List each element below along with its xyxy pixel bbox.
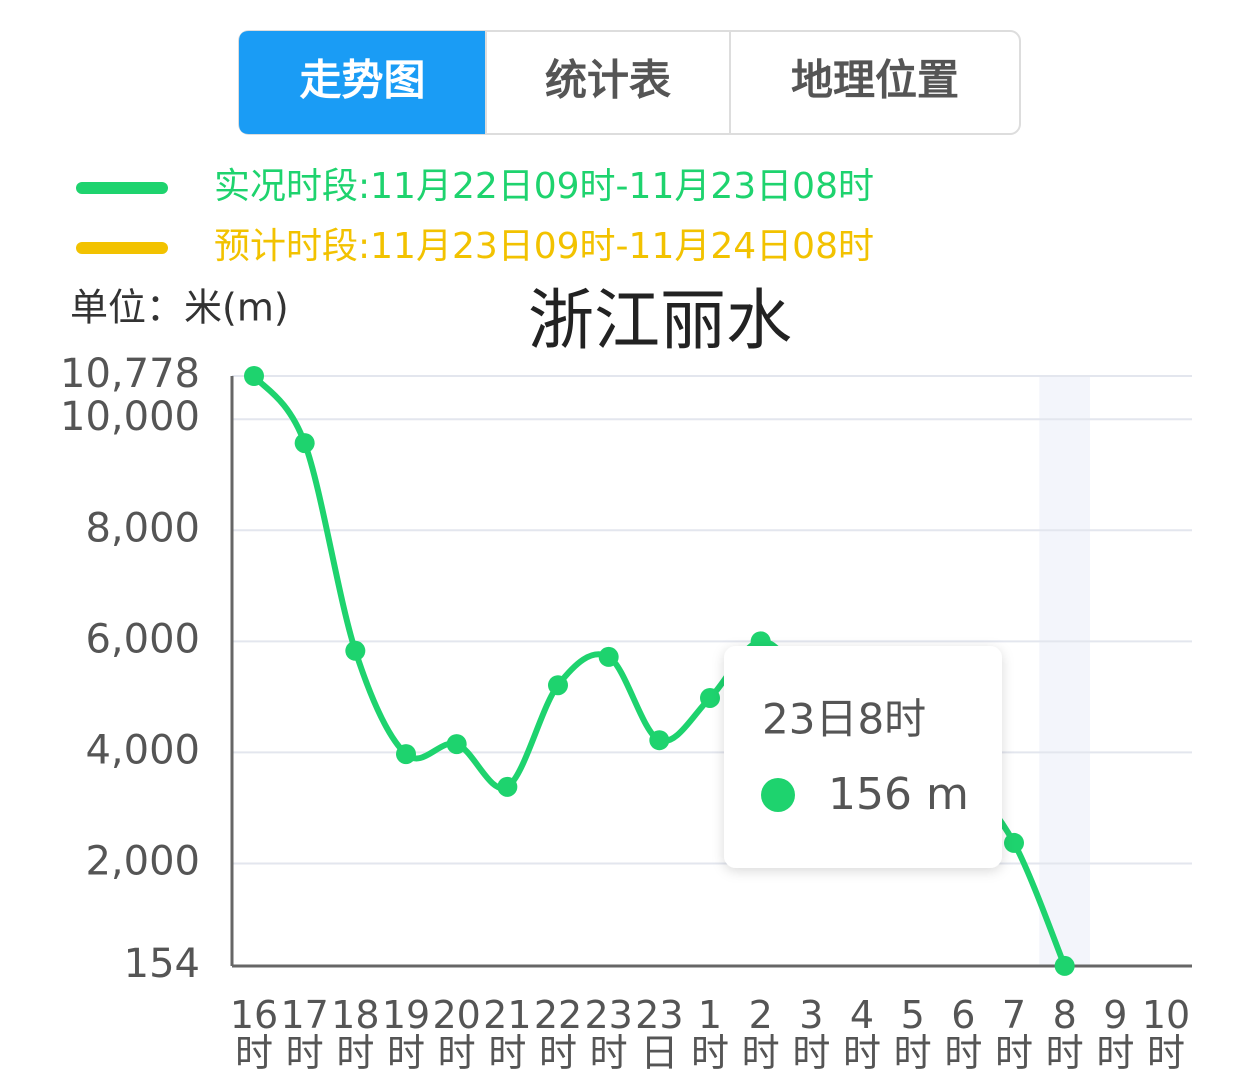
x-tick-label: 1时 <box>690 993 729 1075</box>
data-point <box>244 366 264 386</box>
data-point <box>396 744 416 765</box>
x-tick-label: 18时 <box>331 993 380 1075</box>
chart-title: 浙江丽水 <box>528 282 792 359</box>
y-tick-label: 2,000 <box>85 838 200 884</box>
y-tick-label: 10,778 <box>60 351 200 397</box>
x-tick-label: 8时 <box>1045 993 1084 1075</box>
x-tick-label: 23日 <box>635 993 684 1075</box>
y-tick-label: 154 <box>124 941 200 987</box>
data-point <box>598 646 619 667</box>
data-point <box>345 640 366 661</box>
x-tick-label: 19时 <box>381 993 431 1075</box>
legend-label: 预计时段:11月23日09时-11月24日08时 <box>214 226 874 267</box>
hover-band <box>1039 376 1090 966</box>
tooltip-title: 23日8时 <box>762 695 926 744</box>
x-tick-label: 10时 <box>1141 993 1191 1075</box>
y-tick-label: 8,000 <box>85 505 200 551</box>
tooltip-marker <box>761 778 795 812</box>
data-point <box>548 675 568 696</box>
tab-active-bg <box>239 31 486 134</box>
tab[interactable]: 统计表 <box>545 56 671 105</box>
x-tick-label: 22时 <box>533 993 583 1075</box>
x-tick-label: 6时 <box>944 993 983 1075</box>
data-point <box>1004 832 1024 853</box>
x-tick-label: 3时 <box>792 993 831 1075</box>
x-tick-label: 9时 <box>1096 993 1135 1075</box>
tab[interactable]: 走势图 <box>299 56 425 105</box>
x-tick-label: 16时 <box>229 993 279 1075</box>
x-tick-label: 7时 <box>994 993 1033 1075</box>
x-tick-label: 20时 <box>432 993 481 1075</box>
data-point <box>446 734 467 755</box>
tooltip-box <box>724 646 1002 868</box>
y-tick-label: 10,000 <box>60 394 200 440</box>
legend-label: 实况时段:11月22日09时-11月23日08时 <box>214 166 874 207</box>
tab[interactable]: 地理位置 <box>791 56 959 105</box>
x-tick-label: 5时 <box>893 993 932 1075</box>
x-tick-label: 23时 <box>584 993 633 1075</box>
data-point <box>1054 955 1075 976</box>
data-point <box>700 687 720 708</box>
data-point <box>294 433 315 454</box>
y-tick-label: 4,000 <box>85 727 200 773</box>
tooltip-value: 156 m <box>828 769 969 820</box>
tooltip: 23日8时 156 m <box>724 646 1002 868</box>
x-tick-label: 2时 <box>741 993 780 1075</box>
data-point <box>497 776 518 797</box>
x-tick-label: 17时 <box>280 993 329 1075</box>
data-point <box>649 730 670 751</box>
x-tick-label: 4时 <box>842 993 881 1075</box>
y-tick-label: 6,000 <box>85 616 200 662</box>
x-tick-label: 21时 <box>483 993 532 1075</box>
unit-label: 单位：米(m) <box>70 286 289 330</box>
